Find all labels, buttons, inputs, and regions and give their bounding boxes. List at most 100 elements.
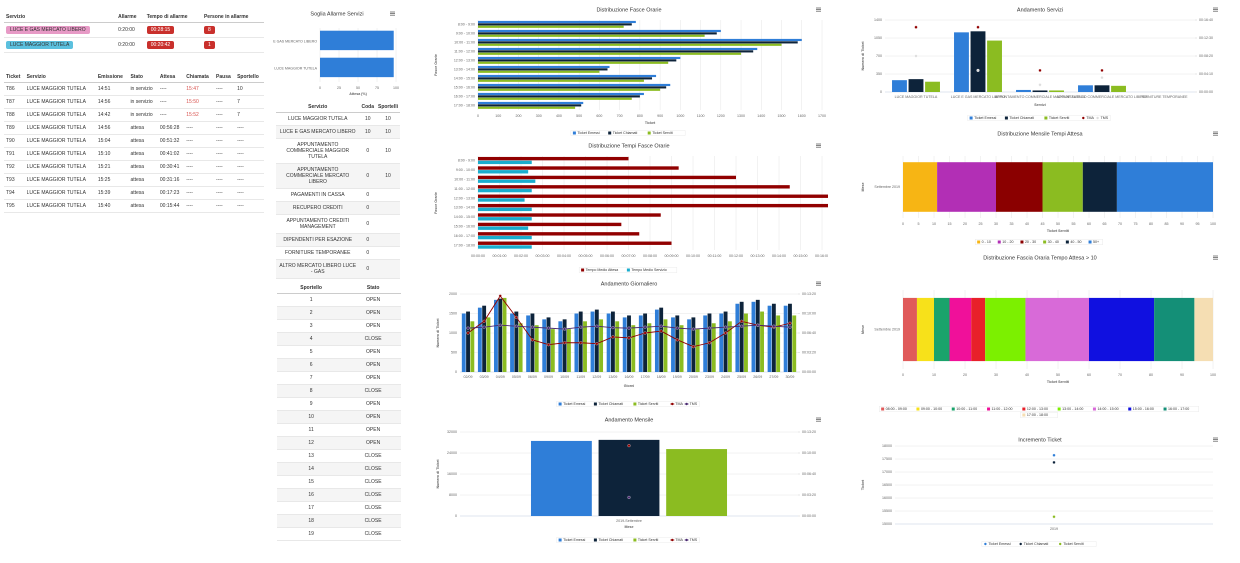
legend-marker [685,402,688,406]
x-axis-title: Giorni [624,384,635,388]
bar [478,226,529,230]
legend-swatch [558,402,562,406]
y-axis-title: Ticket [861,479,865,490]
legend-box [878,406,1200,412]
chart-panel: Andamento Mensile Mese Numero di Ticket 0 80… [436,417,821,543]
legend-label: 10:00 - 11:00 [956,407,977,411]
bar [542,319,547,372]
table-cell: ---- [214,147,236,161]
point [482,319,486,323]
bar [695,329,700,372]
table-cell: 10 [359,112,376,126]
table-cell: OPEN [345,306,401,320]
point [675,326,679,330]
table-cell: 0 [359,138,376,164]
bar [727,321,732,372]
point [595,342,599,346]
legend-label: TMS [690,402,698,406]
bar [719,313,724,372]
header-cell: Coda [359,102,376,113]
bar [711,323,716,372]
legend-box [556,401,700,407]
x-tick-label: 16/09 [625,375,634,379]
chart-panel: Andamento Giornaliero Giorni Numero di Tic… [436,281,821,407]
legend-label: Tempo Medio Attesa [586,268,619,272]
point [579,341,583,345]
point [707,341,712,345]
point [740,324,744,328]
header-cell: Sportello [277,283,346,294]
bar [478,160,532,165]
chart-panel: Incremento Ticket Ticket 15000 15500 16000 16… [861,437,1218,547]
bar-segment [903,297,917,362]
table-cell: in servizio [128,95,158,109]
table: Servizio Coda Sportelli LUCE MAGGIOR TUTELA… [276,102,400,279]
table-cell: 14:42 [95,108,129,122]
table-cell: OPEN [345,345,401,359]
bar [666,449,728,516]
header-cell: Sportelli [375,102,400,113]
header-cell: Tempo di allarme [144,12,202,23]
table-cell: LUCE MAGGIOR TUTELA [24,95,96,109]
header-cell: Servizio [276,102,360,113]
badge: LUCE E GAS MERCATO LIBERO [6,26,90,34]
table-cell: CLOSE [345,384,401,398]
y2-tick-label: 00:10:00 [802,311,816,315]
table-cell: ---- [235,186,264,200]
legend-label: 13:00 - 14:00 [1062,407,1083,411]
table-cell: ---- [214,121,236,135]
legend-label: 0 - 10 [982,240,991,244]
y-axis-title: Numero di Ticket [436,459,440,489]
header-cell: Ticket [4,72,25,83]
point [675,338,679,342]
table-row: 15 CLOSE [277,475,401,489]
bar [320,30,394,51]
table-cell: attesa [128,173,158,187]
bar-segment [1089,297,1155,362]
table-cell: APPUNTAMENTO COMMERCIALE MERCATO LIBERO [276,163,360,189]
table-cell: 15:40 [95,199,129,213]
x-tick-label: 80 [1149,373,1153,377]
table: Sportello Stato 1 OPEN 2 OPEN 3 OPEN 4 CLOSE 5 OPEN… [277,283,401,541]
y-tick-label: 1050 [874,36,882,40]
bar [954,32,969,92]
y-tick-label: 350 [876,72,882,76]
bar [478,50,754,53]
table-cell: CLOSE [345,501,401,515]
legend-label: Ticket Emessi [563,538,585,542]
table-cell: LUCE MAGGIOR TUTELA [276,112,360,126]
x-tick-label: 24/09 [721,375,730,379]
table-cell: APPUNTAMENTO COMMERCIALE MAGGIOR TUTELA [276,138,360,164]
table-cell: attesa [128,186,158,200]
bar [478,34,705,37]
x-tick-label: 1300 [737,114,745,118]
table-row: T92 LUCE MAGGIOR TUTELA 15:21 attesa 00:30:4… [4,160,264,174]
bar [478,47,758,51]
x-tick-label: 27/09 [769,375,778,379]
x-tick-label: 90 [1180,222,1184,226]
table-cell: 14:51 [95,82,129,96]
y-tick-label: 12:00 - 13:00 [454,196,475,200]
y-axis-title: Mese [861,325,865,334]
table-cell: 00:56:28 [157,121,185,135]
bar-segment [916,297,934,362]
table-cell: 0 [359,163,376,189]
table-row: T90 LUCE MAGGIOR TUTELA 15:04 attesa 00:51:3… [4,134,264,148]
table-cell: 13 [277,449,346,463]
chart-panel: Soglia Allarme Servizi Attesa (%) 0 25 50 75 1… [272,11,399,96]
legend-label: Ticket Chiamati [613,131,638,135]
y2-tick-label: 00:06:40 [802,331,816,335]
bar [1049,90,1064,92]
bar [478,88,661,91]
point [659,329,663,333]
table-cell: attesa [128,199,158,213]
table-row: ALTRO MERCATO LIBERO LUCE - GAS 0 [276,259,400,279]
point [914,54,918,58]
bar [566,329,571,372]
x-tick-label: 00:15:00 [794,254,808,258]
table-row: LUCE MAGGIOR TUTELA 10 10 [276,112,400,126]
x-tick-label: 00:10:00 [686,254,700,258]
legend-marker [671,538,674,542]
legend-marker [1059,542,1062,546]
legend-swatch [608,131,612,135]
